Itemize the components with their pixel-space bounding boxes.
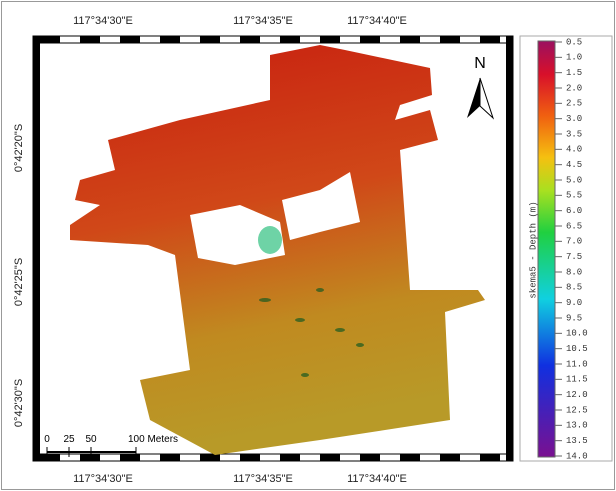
lon-label: 117°34'30"E	[73, 473, 133, 485]
lon-label: 117°34'40"E	[347, 15, 407, 27]
scale-label: 25	[63, 434, 75, 445]
legend-label: 7.0	[566, 237, 582, 247]
graticule-border	[33, 36, 40, 461]
legend-label: 13.5	[566, 436, 588, 446]
graticule-border	[506, 36, 513, 461]
north-label: N	[474, 55, 486, 72]
legend-label: 3.5	[566, 129, 582, 139]
legend-label: 5.5	[566, 191, 582, 201]
legend-label: 11.5	[566, 375, 588, 385]
graticule-border	[33, 454, 513, 461]
legend-label: 8.0	[566, 267, 582, 277]
legend-label: 3.0	[566, 114, 582, 124]
legend-label: 12.0	[566, 390, 588, 400]
map-layout: N 0 25 50 100 Meters skema5 - Depth (m) 117…	[0, 0, 616, 491]
legend-label: 9.0	[566, 298, 582, 308]
legend-label: 6.5	[566, 221, 582, 231]
legend-label: 1.0	[566, 53, 582, 63]
lon-label: 117°34'30"E	[73, 15, 133, 27]
lon-label: 117°34'40"E	[347, 473, 407, 485]
legend-label: 10.0	[566, 329, 588, 339]
legend-title: skema5 - Depth (m)	[528, 201, 538, 298]
legend-label: 1.5	[566, 68, 582, 78]
lat-label: 0°42'30"S	[13, 379, 25, 427]
legend-label: 9.5	[566, 313, 582, 323]
legend-label: 4.5	[566, 160, 582, 170]
lon-label: 117°34'35"E	[233, 473, 293, 485]
legend-label: 2.0	[566, 83, 582, 93]
legend-label: 5.0	[566, 175, 582, 185]
legend-label: 12.5	[566, 405, 588, 415]
legend-label: 13.0	[566, 421, 588, 431]
lon-label: 117°34'35"E	[233, 15, 293, 27]
legend-label: 11.0	[566, 359, 588, 369]
legend-label: 7.5	[566, 252, 582, 262]
scale-label: 50	[85, 434, 97, 445]
scale-label: 0	[44, 434, 50, 445]
scale-label: 100 Meters	[128, 434, 178, 445]
legend-label: 8.5	[566, 283, 582, 293]
lat-label: 0°42'20"S	[13, 124, 25, 172]
lat-label: 0°42'25"S	[13, 258, 25, 306]
page: {"map": { "top_labels": ["117°34'30\"E",…	[0, 0, 616, 491]
legend-label: 14.0	[566, 451, 588, 461]
legend-label: 4.0	[566, 145, 582, 155]
color-ramp	[538, 41, 555, 457]
graticule-border	[33, 36, 513, 43]
legend-label: 0.5	[566, 37, 582, 47]
legend-label: 6.0	[566, 206, 582, 216]
legend-label: 10.5	[566, 344, 588, 354]
legend-label: 2.5	[566, 99, 582, 109]
